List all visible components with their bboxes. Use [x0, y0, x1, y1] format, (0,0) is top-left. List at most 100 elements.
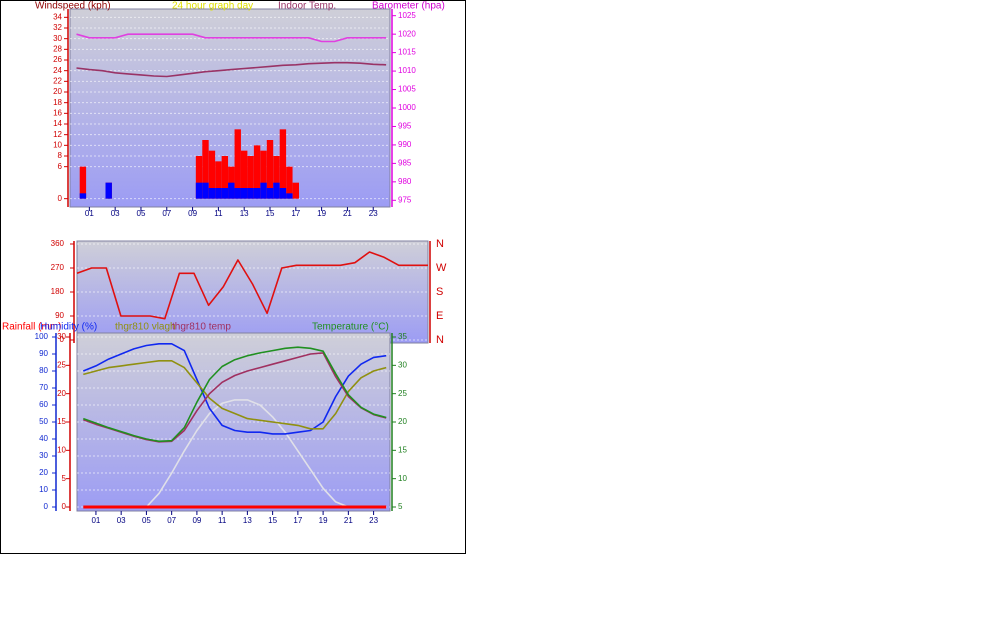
- tick-label: N: [436, 238, 444, 250]
- bar: [234, 188, 241, 199]
- x-tick-label: 19: [317, 209, 326, 218]
- tick-label: 18: [53, 98, 62, 107]
- x-tick-label: 15: [268, 516, 277, 525]
- x-tick-label: 21: [343, 209, 352, 218]
- tick-label: 0: [60, 335, 65, 344]
- bar: [215, 188, 222, 199]
- tick-label: 12: [53, 130, 62, 139]
- tick-label: 10: [39, 485, 48, 494]
- bar: [240, 150, 248, 199]
- legend-label: thgr810 vlagh: [115, 322, 176, 333]
- tick-label: 1005: [398, 85, 416, 94]
- x-tick-label: 17: [291, 209, 300, 218]
- bar: [202, 182, 209, 199]
- tick-label: 25: [398, 389, 407, 398]
- bar: [286, 166, 293, 199]
- bar: [195, 156, 203, 199]
- x-tick-label: 15: [266, 209, 275, 218]
- bar: [105, 182, 112, 199]
- tick-label: 0: [62, 502, 67, 511]
- tick-label: 20: [39, 468, 48, 477]
- bar: [260, 150, 267, 199]
- bar: [228, 182, 235, 199]
- tick-label: 0: [44, 502, 49, 511]
- x-tick-label: 13: [240, 209, 249, 218]
- bar: [215, 161, 222, 199]
- bar: [253, 188, 261, 199]
- tick-label: 90: [39, 349, 48, 358]
- bar: [286, 193, 293, 199]
- tick-label: 1025: [398, 11, 416, 20]
- tick-label: 80: [39, 366, 48, 375]
- tick-label: 985: [398, 158, 412, 167]
- bar: [273, 156, 280, 199]
- bar: [273, 182, 280, 199]
- x-tick-label: 19: [319, 516, 328, 525]
- tick-label: 1010: [398, 66, 416, 75]
- legend-label: Indoor Temp.: [278, 1, 336, 12]
- tick-label: 1000: [398, 103, 416, 112]
- bar: [260, 182, 267, 199]
- tick-label: 20: [53, 87, 62, 96]
- tick-label: 360: [51, 239, 65, 248]
- x-tick-label: 09: [188, 209, 197, 218]
- tick-label: N: [436, 334, 444, 346]
- x-tick-label: 23: [369, 209, 378, 218]
- x-tick-label: 01: [91, 516, 100, 525]
- tick-label: 15: [398, 445, 407, 454]
- chart-label: Barometer (hpa): [372, 1, 445, 12]
- x-tick-label: 05: [137, 209, 146, 218]
- tick-label: 26: [53, 55, 62, 64]
- tick-label: 90: [55, 311, 64, 320]
- bar: [202, 140, 209, 199]
- tick-label: 25: [57, 360, 66, 369]
- bar: [208, 188, 216, 199]
- data-line: [83, 346, 387, 443]
- tick-label: 20: [57, 389, 66, 398]
- x-tick-label: 01: [85, 209, 94, 218]
- x-tick-label: 13: [243, 516, 252, 525]
- tick-label: 40: [39, 434, 48, 443]
- tick-label: 1015: [398, 48, 416, 57]
- tick-label: 34: [53, 12, 62, 21]
- x-tick-label: 03: [117, 516, 126, 525]
- tick-label: 60: [39, 400, 48, 409]
- bar: [279, 188, 287, 199]
- tick-label: 8: [58, 151, 63, 160]
- bar: [253, 145, 261, 199]
- tick-label: 28: [53, 44, 62, 53]
- tick-label: 16: [53, 108, 62, 117]
- x-tick-label: 05: [142, 516, 151, 525]
- tick-label: 270: [51, 263, 65, 272]
- bar: [240, 188, 248, 199]
- tick-label: 35: [398, 332, 407, 341]
- tick-label: 30: [57, 332, 66, 341]
- tick-label: 50: [39, 417, 48, 426]
- x-tick-label: 07: [162, 209, 171, 218]
- tick-label: 980: [398, 177, 412, 186]
- bar: [221, 156, 229, 199]
- legend-label: Humidity (%): [40, 322, 97, 333]
- x-tick-label: 23: [369, 516, 378, 525]
- tick-label: 100: [35, 332, 49, 341]
- chart-label: Windspeed (kph): [35, 1, 111, 12]
- tick-label: 14: [53, 119, 62, 128]
- bar: [195, 182, 203, 199]
- bar: [208, 150, 216, 199]
- tick-label: 995: [398, 122, 412, 131]
- x-tick-label: 09: [192, 516, 201, 525]
- tick-label: 22: [53, 76, 62, 85]
- tick-label: 180: [51, 287, 65, 296]
- tick-label: 975: [398, 195, 412, 204]
- tick-label: 30: [398, 360, 407, 369]
- tick-label: 1020: [398, 29, 416, 38]
- data-line: [76, 33, 387, 43]
- x-tick-label: 21: [344, 516, 353, 525]
- tick-label: 30: [53, 34, 62, 43]
- bar: [266, 140, 274, 199]
- data-line: [76, 61, 387, 78]
- bar: [266, 188, 274, 199]
- tick-label: 20: [398, 417, 407, 426]
